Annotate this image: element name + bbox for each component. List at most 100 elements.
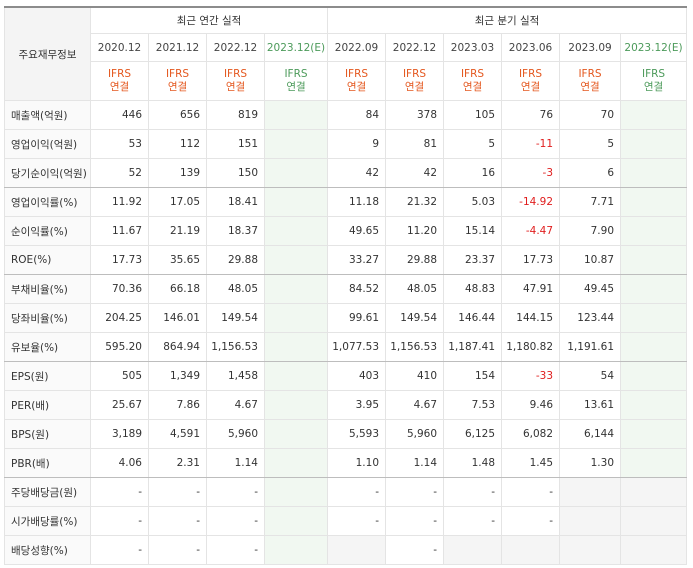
annual-value-cell: 204.25 <box>90 303 149 333</box>
table-row: BPS(원) 3,189 4,591 5,960 5,593 5,960 6,125 6,08… <box>4 419 688 449</box>
row-label: 부채비율(%) <box>4 274 91 304</box>
consolidated-label: 연결 <box>109 81 130 93</box>
quarter-value-cell: 146.44 <box>443 303 503 333</box>
quarter-value-cell: 13.61 <box>559 390 622 420</box>
quarter-value-cell <box>620 303 688 333</box>
annual-value-cell <box>263 535 329 565</box>
annual-value-cell: 819 <box>206 100 265 130</box>
period-header-quarter: 2023.03 <box>443 33 503 62</box>
quarter-value-cell: 1,077.53 <box>327 332 387 362</box>
annual-value-cell: 4.67 <box>206 390 265 420</box>
period-header-annual: 2023.12(E) <box>263 33 329 62</box>
row-label: PBR(배) <box>4 448 91 478</box>
quarter-value-cell: - <box>327 506 387 536</box>
quarter-value-cell: 5.03 <box>443 187 503 217</box>
quarter-value-cell <box>620 419 688 449</box>
quarter-value-cell: 1.10 <box>327 448 387 478</box>
financial-table: 주요재무정보 최근 연간 실적 최근 분기 실적 2020.12 2021.12 2… <box>4 6 688 565</box>
annual-value-cell <box>263 158 329 188</box>
quarter-value-cell <box>559 477 622 507</box>
annual-value-cell: 25.67 <box>90 390 149 420</box>
annual-value-cell: 151 <box>206 129 265 159</box>
quarter-value-cell: 48.05 <box>385 274 445 304</box>
annual-value-cell: 112 <box>148 129 207 159</box>
quarter-value-cell: 7.90 <box>559 216 622 246</box>
quarter-value-cell <box>620 216 688 246</box>
table-row: 배당성향(%) - - - - <box>4 535 688 565</box>
ifrs-basis-label: IFRS 연결 <box>620 61 688 101</box>
quarter-value-cell: 1.14 <box>385 448 445 478</box>
consolidated-label: 연결 <box>520 81 541 93</box>
row-label: 영업이익률(%) <box>4 187 91 217</box>
ifrs-basis-label: IFRS 연결 <box>327 61 387 101</box>
table-row: 순이익률(%) 11.67 21.19 18.37 49.65 11.20 15.14 -4.… <box>4 216 688 246</box>
quarter-value-cell: 9 <box>327 129 387 159</box>
row-label: ROE(%) <box>4 245 91 275</box>
quarter-value-cell: 7.71 <box>559 187 622 217</box>
quarter-value-cell: -11 <box>501 129 561 159</box>
consolidated-label: 연결 <box>404 81 425 93</box>
annual-value-cell: 139 <box>148 158 207 188</box>
quarter-value-cell: 49.65 <box>327 216 387 246</box>
quarter-value-cell: 84.52 <box>327 274 387 304</box>
period-header-quarter: 2023.06 <box>501 33 561 62</box>
annual-value-cell <box>263 477 329 507</box>
quarter-value-cell: 11.18 <box>327 187 387 217</box>
consolidated-label: 연결 <box>462 81 483 93</box>
annual-value-cell: 52 <box>90 158 149 188</box>
table-row: PBR(배) 4.06 2.31 1.14 1.10 1.14 1.48 1.45 1.30 <box>4 448 688 478</box>
quarter-value-cell: 81 <box>385 129 445 159</box>
annual-value-cell: 146.01 <box>148 303 207 333</box>
annual-value-cell: 1,156.53 <box>206 332 265 362</box>
quarter-value-cell: 6 <box>559 158 622 188</box>
quarter-value-cell: 29.88 <box>385 245 445 275</box>
quarter-value-cell: 105 <box>443 100 503 130</box>
row-label: EPS(원) <box>4 361 91 391</box>
annual-value-cell: 4.06 <box>90 448 149 478</box>
quarter-value-cell: 154 <box>443 361 503 391</box>
quarter-value-cell <box>620 100 688 130</box>
quarter-value-cell: - <box>385 535 445 565</box>
quarter-value-cell: 15.14 <box>443 216 503 246</box>
quarter-value-cell: 149.54 <box>385 303 445 333</box>
annual-value-cell: 35.65 <box>148 245 207 275</box>
annual-value-cell: - <box>148 506 207 536</box>
consolidated-label: 연결 <box>286 81 306 93</box>
table-row: EPS(원) 505 1,349 1,458 403 410 154 -33 54 <box>4 361 688 391</box>
quarter-value-cell: 16 <box>443 158 503 188</box>
quarter-value-cell: 1,156.53 <box>385 332 445 362</box>
quarter-value-cell: 33.27 <box>327 245 387 275</box>
annual-value-cell <box>263 303 329 333</box>
quarter-value-cell: - <box>385 506 445 536</box>
annual-value-cell <box>263 245 329 275</box>
quarter-value-cell: 378 <box>385 100 445 130</box>
quarter-value-cell: -33 <box>501 361 561 391</box>
annual-value-cell <box>263 419 329 449</box>
annual-value-cell <box>263 332 329 362</box>
table-row: PER(배) 25.67 7.86 4.67 3.95 4.67 7.53 9.46 13.61 <box>4 390 688 420</box>
quarter-value-cell: 47.91 <box>501 274 561 304</box>
ifrs-label: IFRS <box>518 68 543 80</box>
consolidated-label: 연결 <box>346 81 367 93</box>
consolidated-label: 연결 <box>167 81 188 93</box>
quarter-value-cell <box>620 535 688 565</box>
annual-value-cell <box>263 390 329 420</box>
ifrs-label: IFRS <box>641 68 666 80</box>
quarter-value-cell: - <box>443 506 503 536</box>
ifrs-label: IFRS <box>344 68 369 80</box>
quarter-value-cell: 70 <box>559 100 622 130</box>
quarter-value-cell: 1,180.82 <box>501 332 561 362</box>
ifrs-label: IFRS <box>107 68 132 80</box>
quarter-value-cell: 23.37 <box>443 245 503 275</box>
row-label: 시가배당률(%) <box>4 506 91 536</box>
annual-value-cell: - <box>90 535 149 565</box>
consolidated-label: 연결 <box>580 81 600 93</box>
annual-value-cell <box>263 216 329 246</box>
quarter-value-cell <box>620 245 688 275</box>
quarter-value-cell: 49.45 <box>559 274 622 304</box>
annual-value-cell: 150 <box>206 158 265 188</box>
quarter-value-cell <box>620 506 688 536</box>
annual-value-cell: 18.41 <box>206 187 265 217</box>
annual-value-cell: 5,960 <box>206 419 265 449</box>
